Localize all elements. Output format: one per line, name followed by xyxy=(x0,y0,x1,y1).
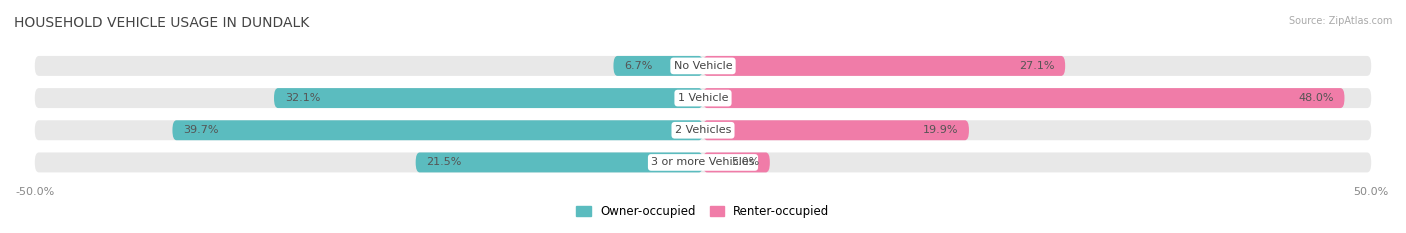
Text: 32.1%: 32.1% xyxy=(284,93,321,103)
FancyBboxPatch shape xyxy=(703,56,1066,76)
Text: 21.5%: 21.5% xyxy=(426,158,461,168)
FancyBboxPatch shape xyxy=(35,56,1371,76)
FancyBboxPatch shape xyxy=(173,120,703,140)
FancyBboxPatch shape xyxy=(274,88,703,108)
Text: 2 Vehicles: 2 Vehicles xyxy=(675,125,731,135)
FancyBboxPatch shape xyxy=(703,88,1344,108)
Text: 6.7%: 6.7% xyxy=(624,61,652,71)
FancyBboxPatch shape xyxy=(703,120,969,140)
Text: 27.1%: 27.1% xyxy=(1019,61,1054,71)
Text: 39.7%: 39.7% xyxy=(183,125,219,135)
Text: No Vehicle: No Vehicle xyxy=(673,61,733,71)
Text: 1 Vehicle: 1 Vehicle xyxy=(678,93,728,103)
FancyBboxPatch shape xyxy=(35,152,1371,172)
Text: 19.9%: 19.9% xyxy=(922,125,959,135)
Legend: Owner-occupied, Renter-occupied: Owner-occupied, Renter-occupied xyxy=(572,201,834,223)
Text: 5.0%: 5.0% xyxy=(731,158,759,168)
FancyBboxPatch shape xyxy=(416,152,703,172)
FancyBboxPatch shape xyxy=(35,88,1371,108)
FancyBboxPatch shape xyxy=(613,56,703,76)
Text: HOUSEHOLD VEHICLE USAGE IN DUNDALK: HOUSEHOLD VEHICLE USAGE IN DUNDALK xyxy=(14,16,309,30)
Text: 3 or more Vehicles: 3 or more Vehicles xyxy=(651,158,755,168)
Text: 48.0%: 48.0% xyxy=(1298,93,1334,103)
Text: Source: ZipAtlas.com: Source: ZipAtlas.com xyxy=(1288,16,1392,26)
FancyBboxPatch shape xyxy=(35,120,1371,140)
FancyBboxPatch shape xyxy=(703,152,770,172)
